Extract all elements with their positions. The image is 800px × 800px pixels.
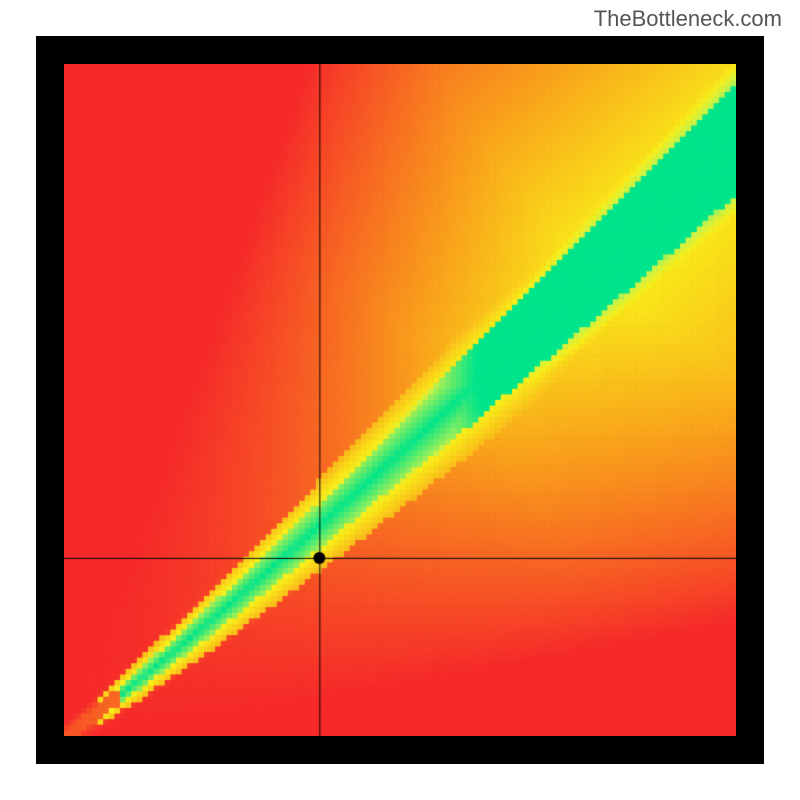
plot-frame (36, 36, 764, 764)
overlay-canvas (64, 64, 736, 736)
root-container: TheBottleneck.com (0, 0, 800, 800)
watermark-text: TheBottleneck.com (594, 6, 782, 32)
